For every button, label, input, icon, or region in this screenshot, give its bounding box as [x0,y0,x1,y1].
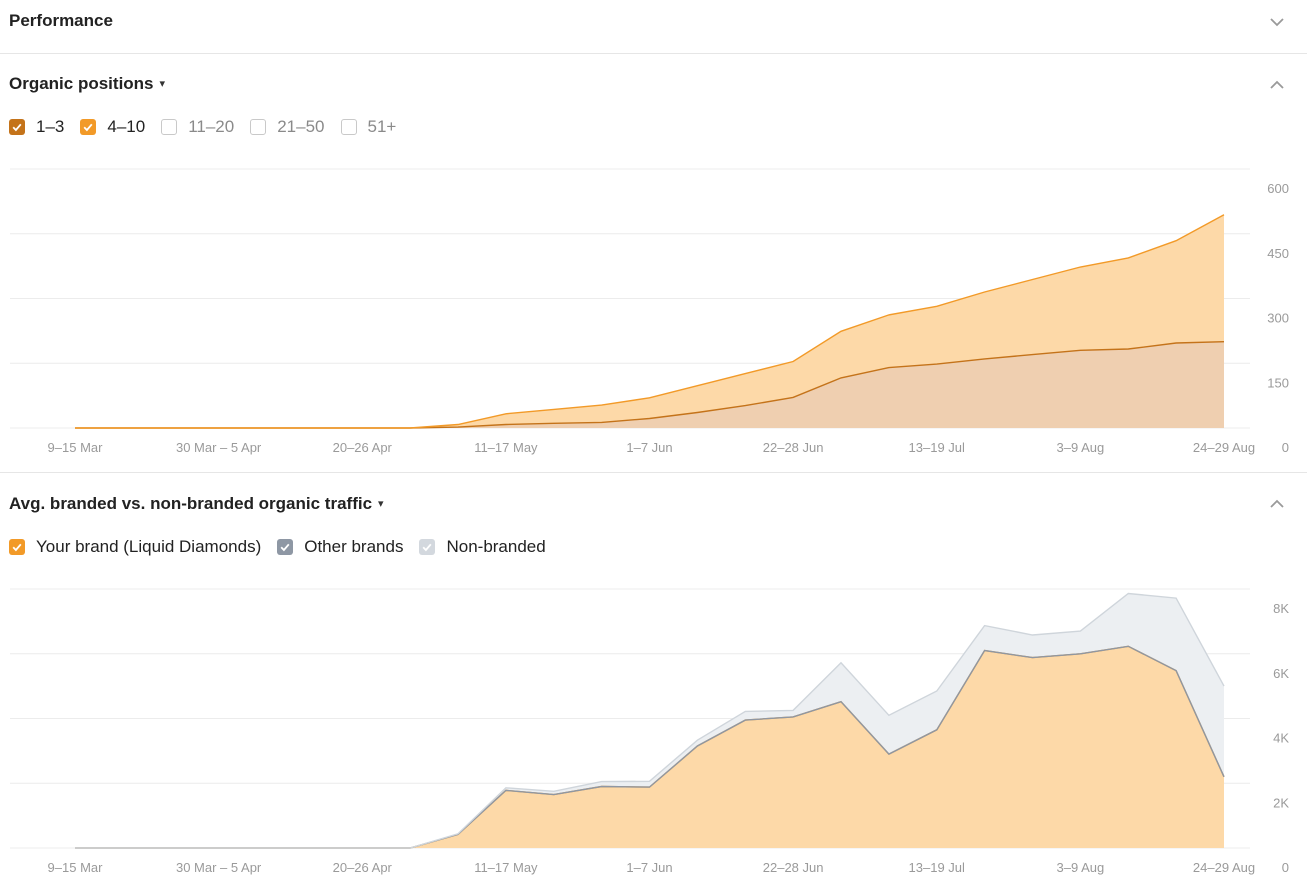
checkbox[interactable] [161,119,178,135]
legend-label: 1–3 [36,117,65,136]
traffic-x-tick-label: 1–7 Jun [626,860,672,875]
positions-area-4-10 [75,214,1224,428]
traffic-x-tick-label: 20–26 Apr [333,860,393,875]
positions-y-tick-label: 300 [1267,311,1289,326]
legend-item-1-3[interactable]: 1–3 [9,117,64,137]
positions-x-tick-label: 11–17 May [474,440,538,455]
organic-positions-chart: 0 150 300 450 600 9–15 Mar 30 Mar – 5 Apr 20–26… [10,168,1289,455]
traffic-x-tick-label: 3–9 Aug [1057,860,1105,875]
traffic-x-tick-label: 11–17 May [474,860,538,875]
traffic-y-tick-label: 8K [1273,601,1289,616]
organic-positions-legend: 1–3 4–10 11–20 21–50 51+ [9,117,412,137]
legend-item-non-branded[interactable]: Non-branded [419,537,546,557]
positions-x-tick-label: 9–15 Mar [48,440,104,455]
checkmark-icon [12,543,22,552]
section-divider [0,53,1307,54]
traffic-x-tick-label: 24–29 Aug [1193,860,1255,875]
chevron-down-icon[interactable] [1269,14,1285,30]
checkmark-icon [12,123,22,132]
checkmark-icon [423,543,432,552]
legend-label: 51+ [367,117,397,136]
chevron-up-icon[interactable] [1269,77,1285,93]
positions-y-tick-label: 450 [1267,246,1289,261]
positions-x-tick-label: 30 Mar – 5 Apr [176,440,262,455]
positions-y-tick-label: 150 [1267,375,1289,390]
caret-down-icon: ▾ [378,498,384,510]
legend-item-51-plus[interactable]: 51+ [340,117,397,137]
positions-y-tick-label: 0 [1282,440,1289,455]
positions-area-1-3 [75,341,1224,428]
positions-line-4-10 [75,214,1225,429]
traffic-y-tick-label: 4K [1273,731,1289,746]
positions-x-tick-label: 20–26 Apr [333,440,393,455]
checkbox[interactable] [80,119,97,135]
legend-item-your-brand[interactable]: Your brand (Liquid Diamonds) [9,537,261,557]
branded-traffic-title[interactable]: Avg. branded vs. non-branded organic tra… [9,494,384,514]
legend-item-4-10[interactable]: 4–10 [80,117,145,137]
legend-label: Non-branded [446,537,546,556]
branded-traffic-title-text: Avg. branded vs. non-branded organic tra… [9,494,373,513]
positions-y-tick-label: 600 [1267,181,1289,196]
organic-positions-title[interactable]: Organic positions ▾ [9,74,165,94]
legend-label: 4–10 [107,117,146,136]
performance-title: Performance [9,11,113,30]
legend-label: 11–20 [188,117,235,136]
section-divider [0,472,1307,473]
positions-x-tick-label: 13–19 Jul [909,440,965,455]
traffic-y-tick-label: 6K [1273,666,1289,681]
traffic-x-tick-label: 9–15 Mar [48,860,104,875]
chevron-up-icon[interactable] [1269,496,1285,512]
checkbox[interactable] [340,119,357,135]
organic-positions-title-text: Organic positions [9,74,154,93]
positions-x-tick-label: 22–28 Jun [763,440,824,455]
traffic-x-tick-label: 22–28 Jun [763,860,824,875]
caret-down-icon: ▾ [159,78,166,90]
branded-traffic-legend: Your brand (Liquid Diamonds) Other brand… [9,537,562,557]
positions-x-tick-label: 24–29 Aug [1193,440,1255,455]
organic-positions-section: Organic positions ▾ 1–3 4–10 11–20 21–50 … [0,54,1307,472]
traffic-y-tick-label: 2K [1273,795,1289,810]
legend-item-21-50[interactable]: 21–50 [250,117,325,137]
checkmark-icon [280,543,290,552]
legend-label: Your brand (Liquid Diamonds) [36,537,262,556]
checkbox[interactable] [250,119,267,135]
branded-traffic-section: Avg. branded vs. non-branded organic tra… [0,473,1307,885]
positions-x-tick-label: 3–9 Aug [1057,440,1105,455]
checkmark-icon [83,123,93,132]
positions-x-tick-label: 1–7 Jun [626,440,672,455]
checkbox[interactable] [9,119,25,135]
checkbox[interactable] [277,539,294,555]
traffic-x-tick-label: 30 Mar – 5 Apr [176,860,262,875]
traffic-line-non-branded [75,592,1225,849]
legend-label: Other brands [304,537,404,556]
checkbox[interactable] [9,539,25,555]
legend-item-11-20[interactable]: 11–20 [161,117,234,137]
legend-item-other-brands[interactable]: Other brands [277,537,403,557]
checkbox[interactable] [419,539,436,555]
legend-label: 21–50 [277,117,325,136]
traffic-area-your-brand-liquid-diamonds [75,646,1224,848]
traffic-x-tick-label: 13–19 Jul [909,860,965,875]
traffic-y-tick-label: 0 [1282,860,1289,875]
performance-section: Performance [0,0,1307,53]
traffic-area-non-branded [75,593,1224,848]
